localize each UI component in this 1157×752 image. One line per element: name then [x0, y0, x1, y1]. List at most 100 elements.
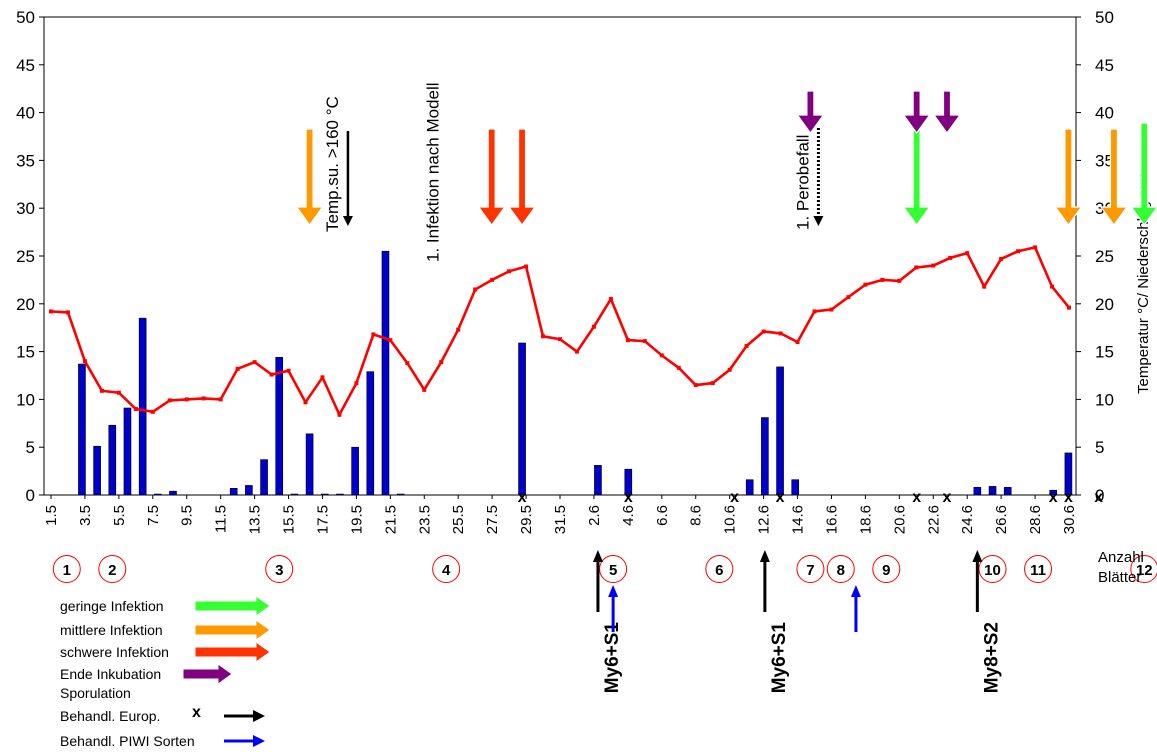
annotation-arrow-head [342, 216, 353, 226]
leaf-count-label: 10 [984, 562, 1001, 579]
x-axis-tick-label: 30.6 [1061, 505, 1078, 534]
temperature-point [541, 334, 546, 339]
x-axis-tick-label: 12.6 [756, 505, 773, 534]
temperature-point [150, 409, 155, 414]
temperature-point [795, 340, 800, 345]
bar [275, 357, 284, 496]
bar [518, 342, 526, 496]
bar [396, 493, 405, 496]
bar [169, 490, 177, 496]
leaf-count-label: 5 [609, 562, 617, 579]
temperature-point [897, 278, 902, 283]
x-axis-tick-label: 22.6 [925, 505, 942, 534]
x-axis-tick-label: 4.6 [620, 505, 637, 526]
bar [1064, 452, 1073, 496]
x-axis-tick-label: 20.6 [891, 505, 908, 534]
x-axis-tick-label: 25.5 [450, 505, 467, 534]
left-axis-tick-label: 20 [16, 295, 35, 314]
temperature-point [710, 381, 715, 386]
treatment-europ-arrow-head [592, 550, 603, 562]
legend-marker: x [192, 704, 201, 721]
leaf-count-circle [1130, 555, 1157, 583]
legend-arrow [194, 641, 271, 663]
bar [988, 486, 997, 496]
temperature-point [846, 295, 851, 300]
x-axis-tick-label: 29.5 [518, 505, 535, 534]
bar [973, 487, 982, 496]
x-axis-tick-label: 8.6 [688, 505, 705, 526]
annotation-text: 1. Perobefall [793, 135, 812, 230]
temperature-point [354, 381, 359, 386]
leaf-count-label: 12 [1136, 562, 1153, 579]
temperature-point [252, 360, 257, 365]
treatment-europ-arrow-head [972, 550, 983, 562]
legend-label: Behandl. Europ. [60, 708, 160, 724]
leaf-count-label: 3 [275, 562, 283, 579]
sporulation-marker: x [912, 489, 921, 506]
leaf-count-label: 9 [882, 562, 890, 579]
x-axis-tick-label: 16.6 [823, 505, 840, 534]
temperature-point [65, 310, 70, 315]
leaf-count-label: 1 [63, 562, 71, 579]
legend-arrow [182, 663, 233, 685]
bar [761, 417, 769, 496]
leaf-count-circle [978, 555, 1007, 583]
leaf-count-circle [796, 555, 825, 583]
x-axis-tick-label: 23.5 [416, 505, 433, 534]
temperature-point [439, 360, 444, 365]
temperature-point [727, 367, 732, 372]
x-axis-tick-label: 14.6 [790, 505, 807, 534]
x-axis-tick-label: 6.6 [654, 505, 671, 526]
legend-label: Behandl. PIWI Sorten [60, 733, 195, 749]
temperature-point [948, 255, 953, 260]
bar [336, 493, 344, 496]
temperature-point [507, 269, 512, 274]
treatment-label: My6+S1 [769, 622, 790, 694]
temperature-point [167, 398, 172, 403]
temperature-point [744, 343, 749, 348]
temperature-point [1067, 305, 1071, 310]
legend-arrow-head [253, 710, 265, 722]
temperature-point [490, 277, 495, 282]
bar [93, 445, 101, 496]
x-axis-tick-label: 19.5 [348, 505, 365, 534]
temperature-point [218, 397, 223, 402]
x-axis-tick-label: 10.6 [722, 505, 739, 534]
temperature-point [422, 387, 427, 392]
leaf-count-circle [826, 555, 855, 583]
temperature-point [303, 400, 308, 405]
temperature-point [456, 327, 461, 332]
left-axis-tick-label: 15 [16, 343, 35, 362]
treatment-piwi-arrow-head [608, 585, 619, 597]
left-axis-tick-label: 30 [16, 199, 35, 218]
legend-label: mittlere Infektion [60, 622, 163, 638]
x-axis-tick-label: 15.5 [281, 505, 298, 534]
legend-label: Sporulation [60, 685, 131, 701]
infection-arrow-mittlere [1054, 128, 1083, 227]
bar [776, 366, 784, 496]
x-axis-tick-label: 7.5 [145, 505, 162, 526]
sporulation-marker: x [624, 489, 633, 506]
temperature-point [829, 307, 834, 312]
legend-label: geringe Infektion [60, 598, 164, 614]
temperature-point [133, 406, 138, 411]
treatment-label: My8+S2 [981, 622, 1002, 693]
treatment-label: My6+S1 [602, 622, 623, 694]
right-axis-tick-label: 10 [1095, 390, 1114, 409]
treatment-piwi-arrow-head [850, 585, 861, 597]
right-axis-label: Temperatur °C/ Niederschlag mm [1135, 172, 1152, 394]
bar [154, 493, 162, 496]
infection-arrow-geringe [1130, 122, 1157, 227]
x-axis-tick-label: 3.5 [77, 505, 94, 526]
legend-arrow-head [253, 735, 265, 747]
bar [1049, 489, 1058, 496]
plot-area [43, 16, 1077, 496]
temperature-point [693, 383, 698, 388]
temperature-point [574, 349, 579, 354]
incubation-end-arrow [796, 90, 825, 135]
right-axis-tick-label: 35 [1095, 151, 1114, 170]
temperature-point [625, 338, 630, 343]
incubation-end-arrow [932, 90, 962, 135]
leaf-count-caption-line2: Blätter [1098, 569, 1141, 586]
